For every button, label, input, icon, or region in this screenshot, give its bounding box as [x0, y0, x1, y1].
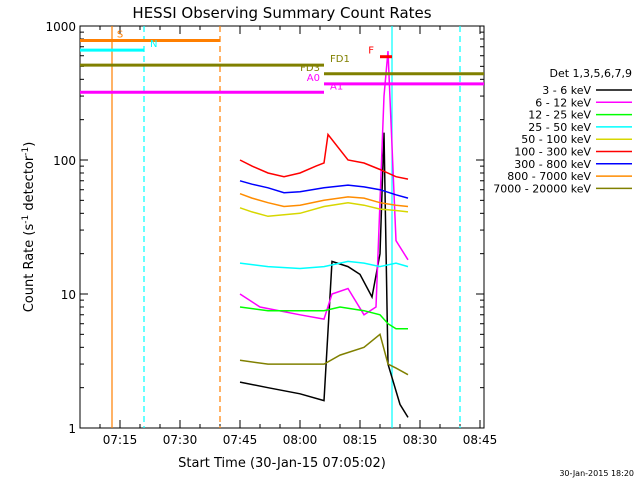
- annotation-label: A1: [330, 81, 343, 92]
- legend-entry-label: 300 - 800 keV: [514, 158, 591, 171]
- annotation-label: N: [150, 39, 157, 50]
- y-tick-label: 10: [61, 288, 76, 302]
- x-tick-label: 08:15: [343, 433, 378, 447]
- series-line: [239, 201, 409, 218]
- annotation-label: FD3: [300, 63, 320, 74]
- y-tick-label: 1000: [45, 20, 76, 34]
- annotation-label: F: [368, 46, 374, 57]
- x-axis-label: Start Time (30-Jan-15 07:05:02): [178, 456, 386, 471]
- x-tick-label: 08:30: [403, 433, 438, 447]
- legend-entry-label: 25 - 50 keV: [528, 121, 591, 134]
- series-line: [239, 306, 408, 330]
- annotation-label: A0: [307, 73, 320, 84]
- x-tick-label: 07:30: [163, 433, 198, 447]
- legend-entry-label: 12 - 25 keV: [528, 109, 591, 122]
- x-tick-label: 07:15: [103, 433, 138, 447]
- y-axis-label: Count Rate (s-1 detector-1): [21, 142, 37, 313]
- x-tick-label: 07:45: [223, 433, 258, 447]
- legend-entry-label: 50 - 100 keV: [521, 133, 591, 146]
- series-line: [239, 260, 409, 270]
- series-line: [239, 332, 409, 376]
- legend-entry-label: 800 - 7000 keV: [507, 170, 591, 183]
- y-tick-label: 100: [53, 154, 76, 168]
- legend-entry-label: 6 - 12 keV: [535, 96, 591, 109]
- annotation-label: S: [117, 29, 123, 40]
- x-tick-label: 08:00: [283, 433, 318, 447]
- legend-entry-label: 3 - 6 keV: [542, 84, 591, 97]
- legend-entry-label: 100 - 300 keV: [514, 146, 591, 159]
- series-line: [239, 132, 409, 418]
- series-line: [239, 132, 409, 180]
- plot-frame: [79, 25, 485, 429]
- series-line: [239, 192, 409, 208]
- series-line: [239, 180, 409, 199]
- legend-entry-label: 7000 - 20000 keV: [493, 182, 591, 195]
- legend-title: Det 1,3,5,6,7,9: [549, 67, 632, 80]
- annotation-label: FD1: [330, 54, 350, 65]
- x-tick-label: 08:45: [463, 433, 498, 447]
- y-tick-label: 1: [68, 422, 76, 436]
- chart-title: HESSI Observing Summary Count Rates: [132, 4, 431, 22]
- timestamp: 30-Jan-2015 18:20: [559, 469, 634, 478]
